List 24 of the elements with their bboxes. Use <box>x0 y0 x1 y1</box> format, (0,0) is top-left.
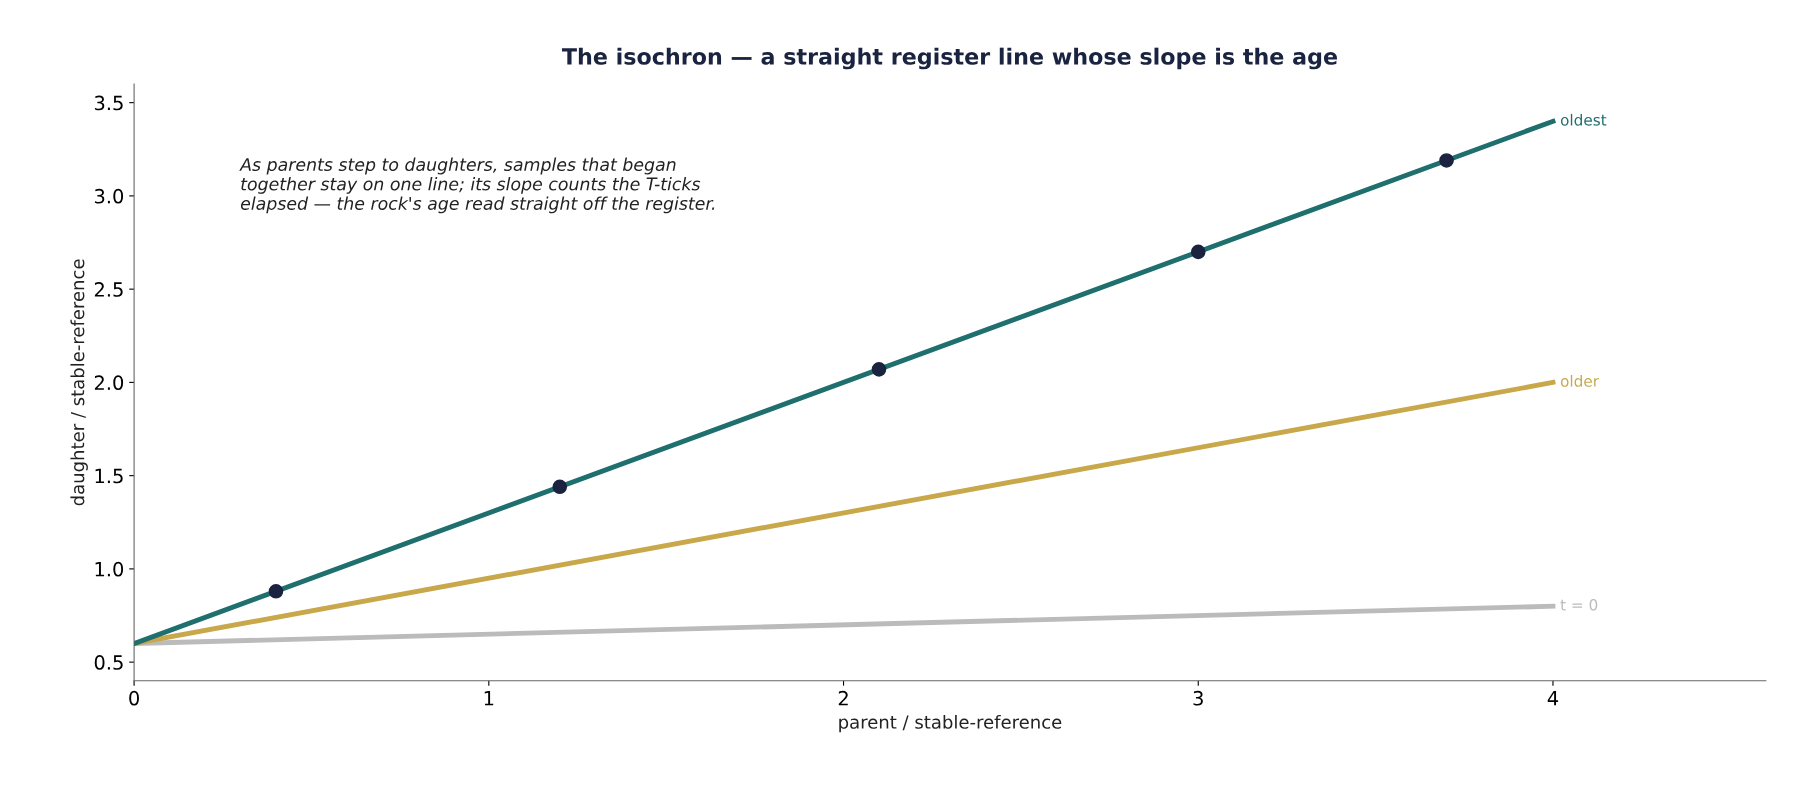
series-label: t = 0 <box>1560 599 1598 611</box>
y-tick-label: 3.0 <box>94 188 124 204</box>
chart-title: The isochron — a straight register line whose slope is the age <box>561 47 1337 70</box>
point <box>268 583 284 599</box>
x-tick-label: 2 <box>838 690 848 706</box>
y-axis-title: daughter / stable-reference <box>70 259 88 506</box>
series-label: oldest <box>1560 113 1607 126</box>
y-tick-label: 0.5 <box>94 655 123 670</box>
y-tick-label: 2.5 <box>94 282 123 297</box>
annotation: As parents step to daughters, samples that began together stay on one line; its slope counts the T-ticks elapsed — the rock's age read straight off the register. <box>239 157 715 214</box>
point <box>1439 153 1454 168</box>
x-tick-label: 0 <box>129 690 139 706</box>
point <box>552 479 568 495</box>
x-tick-label: 4 <box>1547 691 1559 706</box>
y-tick-label: 2.0 <box>94 375 124 391</box>
y-tick-label: 1.5 <box>95 468 123 484</box>
x-tick-label: 3 <box>1193 690 1203 706</box>
series-label: older <box>1560 375 1600 387</box>
x-tick-label: 1 <box>484 691 494 706</box>
point <box>1190 244 1206 260</box>
y-tick-label: 1.0 <box>95 561 124 577</box>
y-tick-label: 3.5 <box>94 95 123 111</box>
point <box>871 362 887 377</box>
x-axis-title: parent / stable-reference <box>839 714 1062 733</box>
